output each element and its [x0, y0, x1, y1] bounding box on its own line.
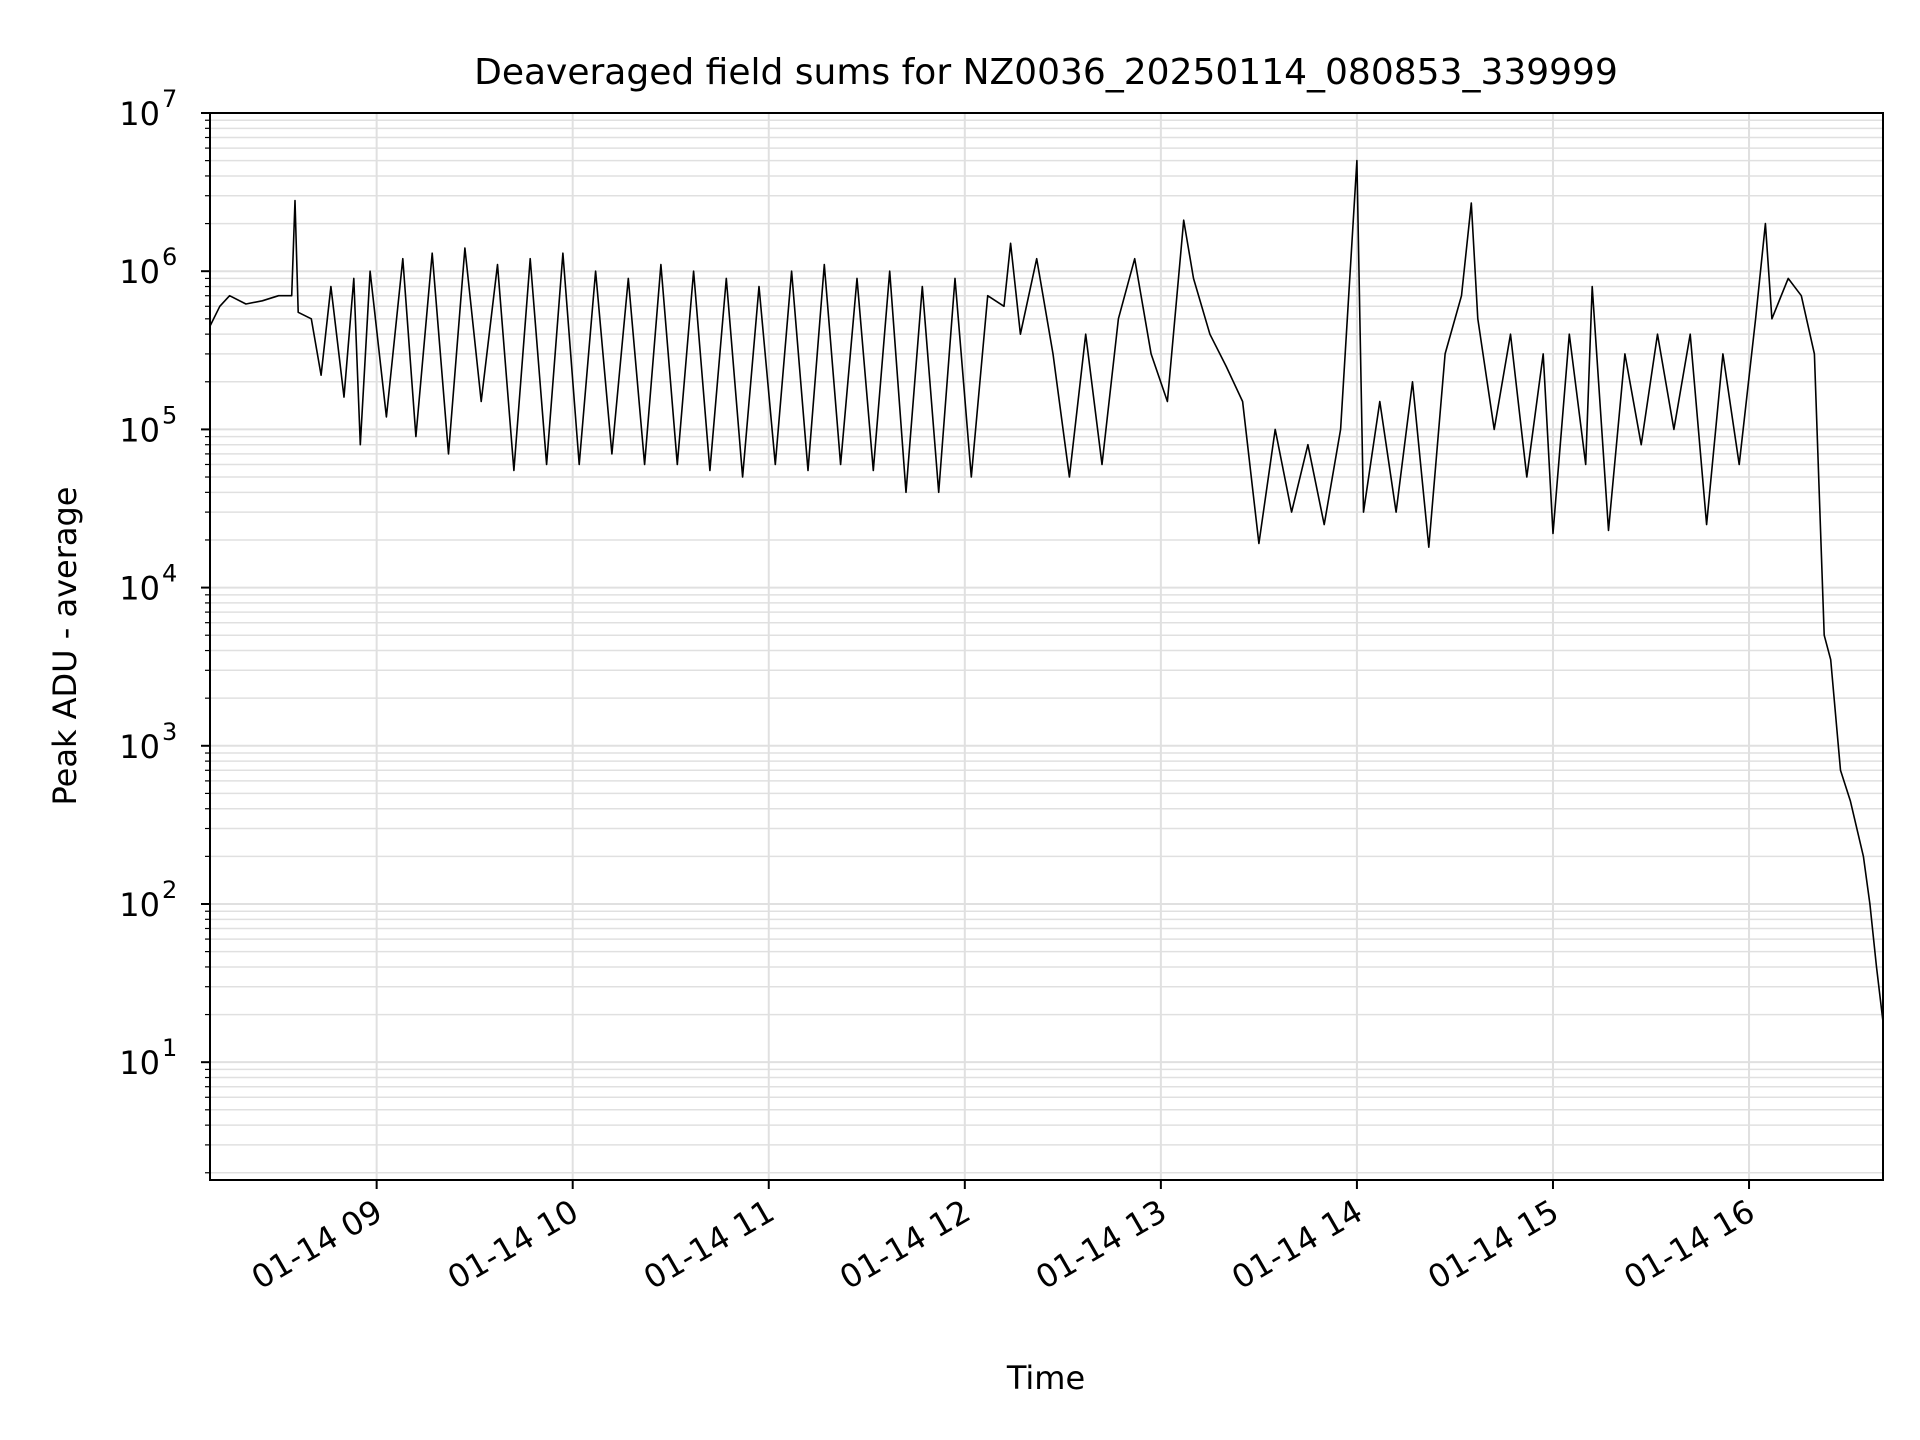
- y-tick-exponent: 7: [162, 85, 177, 113]
- y-tick-label: 10: [119, 411, 160, 449]
- y-tick-exponent: 2: [162, 876, 177, 904]
- y-tick-label: 10: [119, 1044, 160, 1082]
- y-tick-exponent: 3: [162, 718, 177, 746]
- y-tick-exponent: 6: [162, 243, 177, 271]
- x-axis-label: Time: [1006, 1359, 1085, 1397]
- plot-frame: [209, 112, 1884, 1181]
- y-tick-label: 10: [119, 570, 160, 608]
- y-tick-exponent: 4: [162, 560, 177, 588]
- y-tick-label: 10: [119, 95, 160, 133]
- y-axis-label: Peak ADU - average: [46, 487, 84, 806]
- y-tick-label: 10: [119, 728, 160, 766]
- y-tick-label: 10: [119, 886, 160, 924]
- y-tick-exponent: 1: [162, 1034, 177, 1062]
- series-layer: [209, 159, 1884, 1022]
- chart-title: Deaveraged field sums for NZ0036_2025011…: [474, 52, 1618, 93]
- y-tick-label: 10: [119, 253, 160, 291]
- series-line-0: [209, 159, 1884, 1022]
- y-tick-exponent: 5: [162, 401, 177, 429]
